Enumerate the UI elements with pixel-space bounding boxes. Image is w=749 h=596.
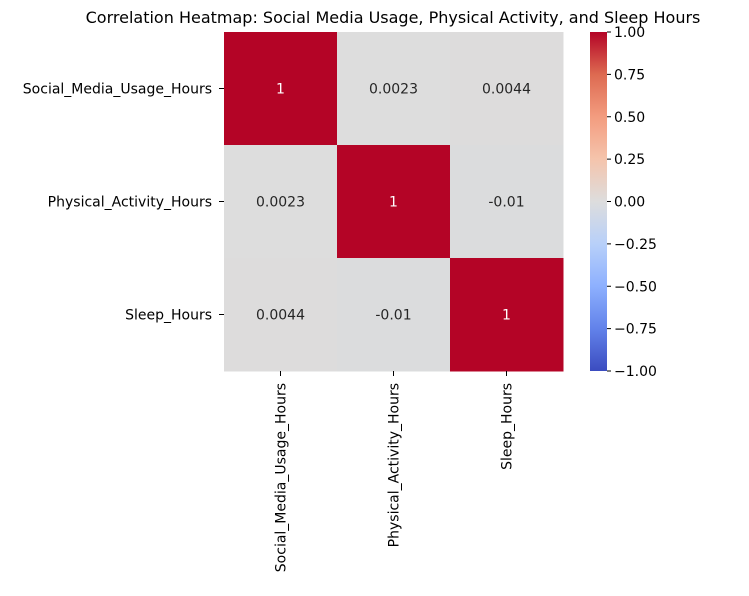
y-axis-ticks: Social_Media_Usage_Hours Physical_Activit… [23,82,224,324]
y-tick-label: Social_Media_Usage_Hours [23,82,212,98]
heatmap-cell [450,258,564,372]
colorbar-ticks: 1.00 0.75 0.50 0.25 0.00 −0.25 −0.50 −0.75 −1.00 [607,25,657,380]
colorbar-tick-label: −0.75 [614,322,657,338]
heatmap-cell [450,32,564,146]
cell-annotation: 0.0023 [369,82,418,98]
colorbar-tick-label: −0.25 [614,237,657,253]
colorbar-tick-label: 0.50 [614,110,645,126]
colorbar-gradient [590,32,607,371]
colorbar-tick-label: 1.00 [614,25,645,41]
cell-annotation: 0.0044 [482,82,531,98]
heatmap-cell [224,145,338,259]
heatmap-cells [224,32,564,372]
y-tick-label: Physical_Activity_Hours [48,195,212,211]
x-axis-ticks: Social_Media_Usage_Hours Physical_Activit… [274,371,516,572]
cell-annotation: -0.01 [375,308,411,324]
cell-annotation: 0.0023 [256,195,305,211]
colorbar-tick-label: 0.00 [614,195,645,211]
x-tick-label: Physical_Activity_Hours [387,383,403,547]
cell-annotation: 1 [389,195,398,211]
heatmap-cell [337,32,451,146]
colorbar-tick-label: −0.50 [614,279,657,295]
x-tick-label: Sleep_Hours [500,383,516,470]
heatmap-cell [224,258,338,372]
x-tick-label: Social_Media_Usage_Hours [274,383,290,572]
heatmap-cell [337,145,451,259]
cell-annotation: -0.01 [488,195,524,211]
heatmap-cell [337,258,451,372]
y-tick-label: Sleep_Hours [125,308,212,324]
chart-title: Correlation Heatmap: Social Media Usage,… [86,8,701,27]
cell-annotation: 1 [502,308,511,324]
colorbar-tick-label: 0.25 [614,152,645,168]
cell-annotation: 0.0044 [256,308,305,324]
heatmap-cell [224,32,338,146]
cell-annotation: 1 [276,82,285,98]
heatmap-cell [450,145,564,259]
colorbar-tick-label: −1.00 [614,364,657,380]
colorbar [590,32,607,371]
cell-annotations: 1 0.0023 0.0044 0.0023 1 -0.01 0.0044 -0.01 1 [256,82,531,324]
colorbar-tick-label: 0.75 [614,67,645,83]
